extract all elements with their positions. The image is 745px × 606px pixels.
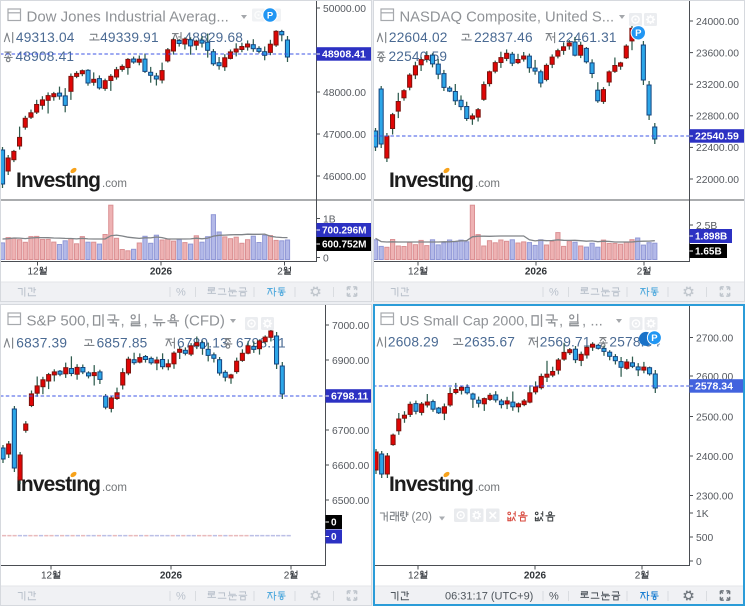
svg-text:, ...: , ...: [582, 313, 603, 330]
svg-text:(CFD): (CFD): [184, 313, 225, 330]
svg-text:2026: 2026: [150, 267, 173, 278]
svg-text:49313.04: 49313.04: [16, 30, 75, 45]
svg-text:1K: 1K: [696, 509, 709, 520]
svg-text:22000.00: 22000.00: [696, 175, 739, 186]
svg-text:2026: 2026: [525, 267, 548, 278]
svg-text:0: 0: [331, 518, 337, 529]
svg-text:2: 2: [284, 571, 290, 582]
svg-text:Investıng: Investıng: [389, 473, 473, 496]
svg-text:US Small Cap 2000,: US Small Cap 2000,: [400, 314, 529, 330]
svg-text:NASDAQ Composite, United S...: NASDAQ Composite, United S...: [400, 10, 615, 26]
svg-text:600.752M: 600.752M: [322, 240, 366, 251]
svg-text:Investıng: Investıng: [16, 169, 100, 192]
svg-text:%: %: [176, 287, 186, 299]
svg-text:0: 0: [696, 557, 702, 568]
svg-text:7000.00: 7000.00: [332, 321, 369, 332]
svg-text:Investıng: Investıng: [16, 473, 100, 496]
svg-text:2: 2: [277, 267, 283, 278]
svg-text:24000.00: 24000.00: [696, 17, 739, 28]
svg-text:2608.29: 2608.29: [388, 335, 439, 350]
svg-text:22461.31: 22461.31: [558, 30, 617, 45]
svg-text:6700.00: 6700.00: [332, 426, 369, 437]
svg-text:,: ,: [559, 313, 563, 330]
svg-text:22540.59: 22540.59: [695, 131, 739, 143]
svg-text:.com: .com: [475, 482, 500, 494]
svg-text:.com: .com: [102, 482, 127, 494]
svg-text:2578.34: 2578.34: [695, 381, 733, 393]
svg-text:%: %: [549, 287, 559, 299]
svg-text:6798.11: 6798.11: [331, 391, 369, 403]
svg-text:22800.00: 22800.00: [696, 112, 739, 123]
svg-text:2600.00: 2600.00: [696, 372, 733, 383]
svg-text:12: 12: [41, 571, 53, 582]
svg-text:48908.41: 48908.41: [322, 49, 366, 61]
svg-text:,: ,: [144, 313, 148, 330]
svg-text:6837.39: 6837.39: [16, 336, 67, 351]
svg-text:47000.00: 47000.00: [323, 130, 366, 141]
svg-text:P: P: [651, 333, 658, 344]
svg-text:.com: .com: [475, 178, 500, 190]
svg-text:2700.00: 2700.00: [696, 333, 733, 344]
svg-text:S&P 500,: S&P 500,: [27, 313, 90, 330]
svg-text:%: %: [176, 591, 186, 603]
svg-text:2.5B: 2.5B: [696, 221, 717, 232]
svg-text:2026: 2026: [524, 571, 547, 582]
svg-text:1B: 1B: [323, 214, 336, 225]
svg-text:23600.00: 23600.00: [696, 48, 739, 59]
svg-text:22604.02: 22604.02: [389, 30, 448, 45]
svg-text:700.296M: 700.296M: [322, 226, 366, 237]
svg-text:6900.00: 6900.00: [332, 356, 369, 367]
svg-text:2569.71: 2569.71: [540, 335, 591, 350]
svg-text:6857.85: 6857.85: [97, 336, 148, 351]
svg-text:0: 0: [331, 532, 337, 543]
svg-text:0: 0: [323, 253, 329, 264]
svg-text:1.65B: 1.65B: [695, 247, 722, 258]
svg-text:Dow Jones Industrial Averag...: Dow Jones Industrial Averag...: [27, 9, 229, 26]
svg-text:.com: .com: [102, 178, 127, 190]
svg-text:49339.91: 49339.91: [100, 30, 159, 45]
svg-text:46000.00: 46000.00: [323, 172, 366, 183]
svg-text:06:31:17 (UTC+9): 06:31:17 (UTC+9): [445, 591, 533, 603]
svg-text:12: 12: [28, 267, 40, 278]
svg-text:48829.68: 48829.68: [184, 30, 243, 45]
svg-text:6500.00: 6500.00: [332, 496, 369, 507]
svg-text:Investıng: Investıng: [389, 169, 473, 192]
svg-text:48908.41: 48908.41: [16, 49, 75, 64]
svg-text:48000.00: 48000.00: [323, 88, 366, 99]
svg-text:22400.00: 22400.00: [696, 143, 739, 154]
svg-text:2300.00: 2300.00: [696, 491, 733, 502]
svg-text:2500.00: 2500.00: [696, 412, 733, 423]
svg-text:2: 2: [635, 571, 641, 582]
svg-text:12: 12: [408, 571, 420, 582]
svg-text:2635.67: 2635.67: [464, 335, 515, 350]
svg-text:12: 12: [408, 267, 420, 278]
svg-text:P: P: [267, 10, 274, 21]
svg-text:2: 2: [637, 267, 643, 278]
svg-text:%: %: [549, 591, 559, 603]
svg-text:500: 500: [696, 533, 713, 544]
svg-text:2026: 2026: [160, 571, 183, 582]
svg-text:2400.00: 2400.00: [696, 452, 733, 463]
svg-text:23200.00: 23200.00: [696, 80, 739, 91]
svg-text:6600.00: 6600.00: [332, 461, 369, 472]
svg-text:50000.00: 50000.00: [323, 4, 366, 15]
svg-text:P: P: [635, 28, 642, 39]
svg-text:22837.46: 22837.46: [474, 30, 533, 45]
svg-text:,: ,: [121, 313, 125, 330]
svg-text:1.898B: 1.898B: [695, 232, 727, 243]
svg-text:(20): (20): [412, 512, 433, 524]
